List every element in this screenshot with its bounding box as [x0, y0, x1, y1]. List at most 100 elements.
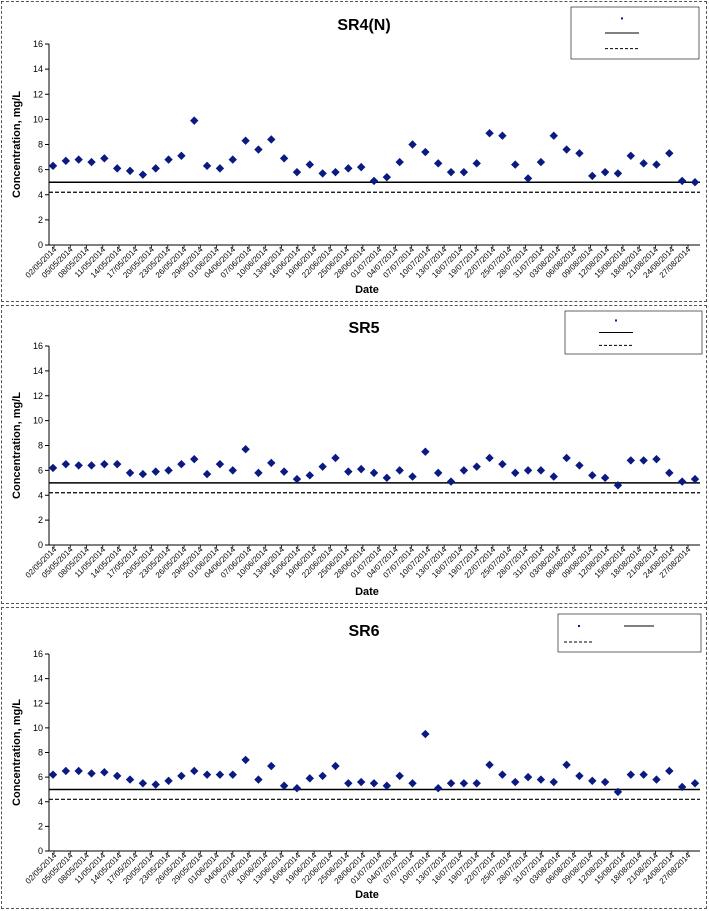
- data-point: [151, 467, 160, 476]
- data-point: [100, 459, 109, 469]
- chart-panel-sr6: SR6 Concentration, mg/L Date 0 2 4 6 8 10 12 14 16 0…: [1, 607, 707, 909]
- data-point: [690, 177, 700, 187]
- data-point: [677, 176, 687, 186]
- data-point: [369, 176, 379, 186]
- data-point: [356, 464, 366, 474]
- data-point: [318, 462, 327, 471]
- data-point: [485, 760, 494, 770]
- data-point: [87, 769, 96, 778]
- y-tick-label: 0: [38, 540, 43, 550]
- legend-frame: [557, 613, 702, 653]
- data-point: [177, 771, 186, 781]
- data-point: [369, 468, 379, 478]
- y-tick-label: 10: [33, 114, 43, 124]
- data-point: [87, 461, 96, 470]
- y-axis-title-sr6: Concentration, mg/L: [11, 699, 23, 806]
- x-axis-title-sr5: Date: [355, 586, 379, 598]
- chart-svg-sr4n: SR4(N) Concentration, mg/L Date 0 2 4 6 8 10 12 14…: [11, 6, 700, 296]
- legend-sr6: [557, 613, 702, 653]
- data-point: [485, 453, 494, 463]
- data-point: [100, 154, 109, 163]
- data-point: [305, 774, 314, 783]
- data-point: [600, 167, 610, 177]
- data-point: [536, 466, 546, 475]
- data-point: [202, 770, 212, 779]
- data-point: [267, 135, 276, 144]
- data-point: [305, 471, 314, 480]
- data-point: [395, 771, 404, 781]
- data-point: [690, 779, 700, 788]
- data-point: [292, 784, 302, 793]
- y-tick-label: 12: [33, 89, 43, 99]
- data-point: [125, 468, 135, 478]
- data-point: [562, 145, 571, 154]
- data-point: [613, 169, 623, 178]
- y-tick-label: 0: [38, 240, 43, 250]
- data-point: [421, 729, 430, 739]
- data-point: [382, 781, 392, 790]
- data-point: [177, 151, 186, 161]
- data-point: [575, 461, 584, 470]
- y-tick-label: 4: [38, 190, 43, 200]
- data-point: [48, 770, 58, 779]
- y-tick-label: 16: [33, 39, 43, 49]
- y-tick-label: 16: [33, 649, 43, 659]
- data-point: [190, 454, 199, 464]
- data-point: [125, 166, 135, 176]
- data-point: [267, 458, 276, 468]
- data-point: [459, 167, 469, 177]
- data-point: [665, 149, 674, 158]
- data-point: [459, 466, 469, 475]
- y-tick-label: 0: [38, 846, 43, 856]
- data-point: [434, 468, 443, 478]
- data-point: [408, 472, 417, 481]
- y-tick-label: 8: [38, 441, 43, 451]
- y-tick-label: 10: [33, 723, 43, 733]
- data-point: [523, 466, 533, 475]
- data-point: [279, 154, 289, 163]
- y-axis-title-sr4n: Concentration, mg/L: [11, 91, 23, 198]
- data-point: [549, 472, 558, 481]
- y-tick-label: 2: [38, 215, 43, 225]
- data-point: [434, 159, 443, 168]
- data-point: [613, 481, 623, 490]
- data-point: [652, 454, 661, 464]
- data-point: [164, 155, 173, 164]
- legend-sr4n: [570, 6, 700, 60]
- y-tick-label: 10: [33, 416, 43, 426]
- data-point: [113, 459, 122, 469]
- data-point: [421, 447, 430, 456]
- data-point: [588, 776, 597, 786]
- data-point: [511, 160, 520, 169]
- data-point: [382, 172, 392, 182]
- data-point: [575, 771, 584, 781]
- data-point: [138, 779, 148, 788]
- y-tick-label: 6: [38, 772, 43, 782]
- data-point: [562, 760, 571, 770]
- chart-title-sr4n: SR4(N): [337, 17, 390, 34]
- data-point: [446, 167, 456, 177]
- data-point: [215, 459, 225, 469]
- chart-panel-sr4n: SR4(N) Concentration, mg/L Date 0 2 4 6 8 10 12 14…: [1, 1, 707, 302]
- chart-title-sr5: SR5: [348, 320, 379, 337]
- legend-marker-swatch: [621, 17, 623, 20]
- data-point: [151, 164, 160, 173]
- data-point: [549, 131, 558, 140]
- data-point: [61, 156, 71, 166]
- y-tick-label: 6: [38, 465, 43, 475]
- data-point: [588, 471, 597, 480]
- data-point: [228, 770, 237, 779]
- legend-marker-swatch: [578, 625, 580, 627]
- y-tick-label: 8: [38, 140, 43, 150]
- data-point: [292, 474, 302, 484]
- y-tick-label: 12: [33, 698, 43, 708]
- data-point: [626, 770, 635, 779]
- data-point: [639, 159, 648, 168]
- legend-marker-swatch: [615, 319, 617, 322]
- data-point: [395, 157, 404, 167]
- data-point: [331, 761, 340, 771]
- data-point: [202, 469, 212, 479]
- data-point: [639, 770, 648, 779]
- data-point: [356, 777, 366, 787]
